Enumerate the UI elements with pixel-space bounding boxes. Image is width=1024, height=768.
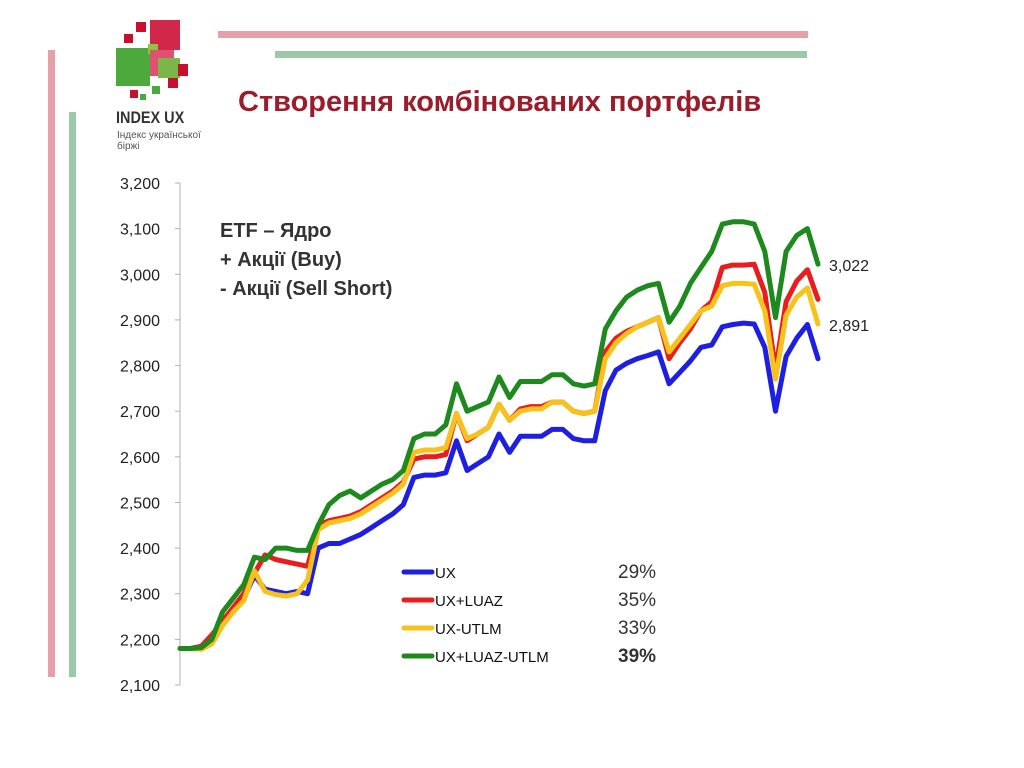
end-value-label: 2,891	[829, 318, 869, 335]
logo-subtitle-line2: біржі	[117, 141, 140, 152]
legend: UX 29% UX+LUAZ 35% UX-UTLM 33% UX+LUAZ-UTLM 39%	[401, 562, 656, 667]
legend-label: UX-UTLM	[435, 621, 502, 638]
y-tick-label: 2,400	[120, 541, 160, 558]
y-tick-label: 2,800	[120, 359, 160, 376]
y-tick-label: 2,300	[120, 587, 160, 604]
y-tick-label: 3,200	[120, 176, 160, 193]
green-horizontal-bar	[275, 51, 807, 58]
y-tick-label: 2,500	[120, 495, 160, 512]
pink-vertical-bar	[48, 50, 55, 677]
y-tick-label: 3,100	[120, 222, 160, 239]
end-value-label: 3,022	[829, 258, 869, 275]
y-tick-label: 2,900	[120, 313, 160, 330]
annotation-line2: + Акції (Buy)	[220, 249, 342, 271]
page-title: Створення комбінованих портфелів	[238, 86, 762, 118]
legend-label: UX+LUAZ-UTLM	[435, 649, 549, 666]
legend-return-value: 35%	[618, 590, 656, 611]
y-tick-label: 2,100	[120, 678, 160, 695]
legend-label: UX	[435, 565, 456, 582]
legend-return-value: 33%	[618, 618, 656, 639]
series-line-ux-luaz-utlm	[177, 219, 821, 651]
series-line-ux-utlm	[177, 280, 821, 652]
y-tick-label: 2,600	[120, 450, 160, 467]
legend-return-value: 29%	[618, 562, 656, 583]
y-tick-label: 2,200	[120, 632, 160, 649]
y-tick-label: 3,000	[120, 267, 160, 284]
logo-subtitle-line1: Індекс української	[117, 130, 201, 141]
annotation-line1: ETF – Ядро	[220, 220, 332, 242]
y-axis: 2,100 2,200 2,300 2,400 2,500 2,600 2,700 2,800…	[120, 176, 181, 695]
green-vertical-bar	[69, 112, 76, 677]
series-lines	[177, 219, 821, 652]
annotation-line3: - Акції (Sell Short)	[220, 278, 393, 300]
y-tick-label: 2,700	[120, 404, 160, 421]
pink-horizontal-bar	[218, 31, 808, 38]
legend-return-value: 39%	[618, 646, 656, 667]
logo-title: INDEX UX	[116, 108, 185, 127]
legend-label: UX+LUAZ	[435, 593, 503, 610]
logo-subtitle: Індекс української біржі	[117, 130, 203, 152]
index-ux-logo-icon	[116, 20, 188, 100]
end-labels: 3,022 2,891	[829, 258, 869, 335]
